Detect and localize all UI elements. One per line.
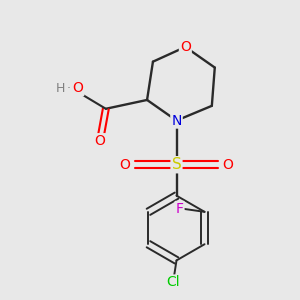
Text: O: O: [223, 158, 233, 172]
Text: O: O: [180, 40, 191, 54]
Text: S: S: [172, 157, 182, 172]
Text: Cl: Cl: [167, 275, 180, 290]
Text: F: F: [176, 202, 184, 216]
Text: H: H: [56, 82, 65, 95]
Text: N: N: [171, 114, 182, 128]
Text: O: O: [72, 81, 83, 95]
Text: O: O: [94, 134, 105, 148]
Text: O: O: [119, 158, 130, 172]
Text: ·: ·: [66, 82, 70, 95]
